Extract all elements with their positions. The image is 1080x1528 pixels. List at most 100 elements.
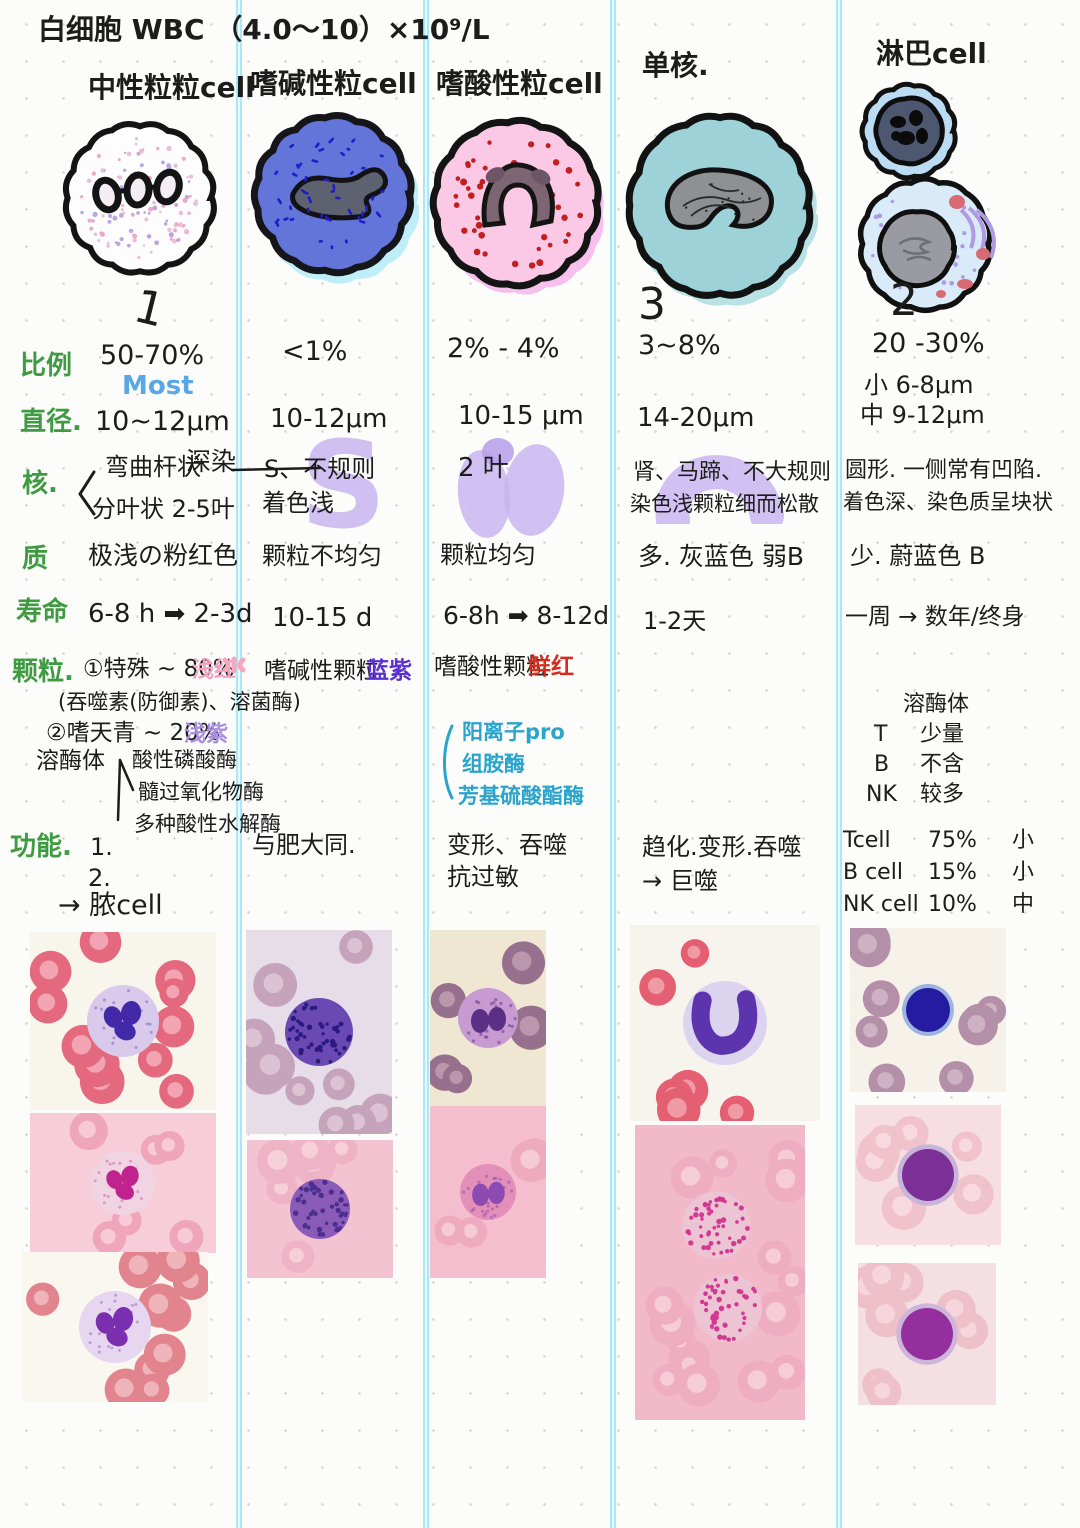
neutrophil-diameter: 10~12μm xyxy=(95,406,230,437)
rank-mark-neutrophil: 1 xyxy=(129,278,171,338)
page-title: 白细胞 WBC （4.0～10）×10⁹/L xyxy=(38,13,490,46)
monocyte-cytoplasm: 多. 灰蓝色 弱B xyxy=(638,542,804,571)
eosinophil-drawing xyxy=(421,103,611,303)
neutrophil-granule-1: ①特殊 ~ 80% xyxy=(83,656,235,682)
bcell-row-name: B cell xyxy=(843,860,903,885)
rank-mark-lymphocyte: 2 xyxy=(890,275,918,326)
eosinophil-function-2: 抗过敏 xyxy=(447,863,519,891)
nkcell-row-size: 中 xyxy=(1012,892,1035,917)
column-header-eosinophil: 嗜酸性粒cell xyxy=(436,67,603,100)
neutrophil-nucleus-line2: 分叶状 2-5叶 xyxy=(92,495,235,523)
neutrophil-nucleus-note: 深染 xyxy=(186,447,237,476)
lymphocyte-nucleus-line1: 圆形. 一侧常有凹陷. xyxy=(845,458,1042,483)
micrograph-monocyte-1 xyxy=(630,925,820,1121)
eosinophil-enzyme-1: 阳离子pro xyxy=(462,720,565,744)
micrograph-neutrophil-3 xyxy=(22,1252,208,1402)
monocyte-function-2: → 巨噬 xyxy=(642,867,718,895)
lysosome-row-t-val: 少量 xyxy=(920,722,965,747)
monocyte-nucleus-line2: 染色浅颗粒细而松散 xyxy=(630,492,819,516)
lymphocyte-nucleus-line2: 着色深、染色质呈块状 xyxy=(843,490,1053,514)
neutrophil-function-2: 2. xyxy=(88,864,111,892)
eosinophil-lobes-highlight xyxy=(452,436,568,540)
eosinophil-function-1: 变形、吞噬 xyxy=(447,831,567,859)
lymphocyte-cytoplasm: 少. 蔚蓝色 B xyxy=(850,542,986,570)
eosinophil-enzyme-2: 组胺酶 xyxy=(462,752,525,776)
eosinophil-enzyme-3: 芳基硫酸酯酶 xyxy=(458,784,584,808)
monocyte-lifespan: 1-2天 xyxy=(643,607,707,635)
basophil-nucleus-highlight: S xyxy=(300,417,387,556)
rank-mark-monocyte: 3 xyxy=(638,279,666,330)
micrograph-eosinophil-1 xyxy=(430,930,546,1106)
row-label-diameter: 直径. xyxy=(20,407,82,437)
bcell-row-size: 小 xyxy=(1012,860,1035,885)
lysosome-row-t-key: T xyxy=(874,722,888,747)
monocyte-ratio: 3~8% xyxy=(638,330,721,361)
neutrophil-enzyme-2: 髓过氧化物酶 xyxy=(138,780,264,804)
lymphocyte-granules-title: 溶酶体 xyxy=(903,692,970,717)
neutrophil-drawing xyxy=(55,103,225,288)
lysosome-row-nk-key: NK xyxy=(866,782,897,807)
lysosome-row-nk-val: 较多 xyxy=(920,782,965,807)
micrograph-lymphocyte-1 xyxy=(850,928,1006,1092)
monocyte-function-1: 趋化.变形.吞噬 xyxy=(642,833,802,861)
column-header-monocyte: 单核. xyxy=(642,49,709,82)
micrograph-monocyte-2 xyxy=(635,1125,805,1420)
neutrophil-granule-3-tag: 浅紫 xyxy=(184,722,229,747)
basophil-lifespan: 10-15 d xyxy=(272,603,373,633)
column-divider xyxy=(836,0,842,1528)
micrograph-neutrophil-2 xyxy=(30,1113,216,1253)
micrograph-lymphocyte-3 xyxy=(858,1263,996,1405)
lymphocyte-ratio: 20 -30% xyxy=(872,328,985,359)
eosinophil-lifespan: 6-8h ➡ 8-12d xyxy=(443,601,610,630)
lymphocyte-small-drawing xyxy=(852,76,967,186)
neutrophil-granule-2: (吞噬素(防御素)、溶菌酶) xyxy=(58,690,301,714)
basophil-nucleus-line2: 着色浅 xyxy=(262,489,334,517)
neutrophil-ratio: 50-70% xyxy=(100,340,205,371)
column-divider xyxy=(610,0,616,1528)
neutrophil-function-1: 1. xyxy=(90,833,113,861)
tcell-row-size: 小 xyxy=(1012,828,1035,853)
column-header-lymphocyte: 淋巴cell xyxy=(876,37,987,70)
neutrophil-cytoplasm: 极浅の粉红色 xyxy=(88,541,239,570)
column-divider xyxy=(423,0,429,1528)
row-label-nucleus: 核. xyxy=(22,469,58,499)
micrograph-lymphocyte-2 xyxy=(855,1105,1001,1245)
neutrophil-granule-3: ②嗜天青 ~ 20% xyxy=(46,720,221,746)
lymphocyte-large-drawing xyxy=(845,166,1005,321)
neutrophil-lifespan: 6-8 h ➡ 2-3d xyxy=(88,599,253,629)
neutrophil-granule-4: 溶酶体 xyxy=(36,748,105,774)
row-label-cytoplasm: 质 xyxy=(22,544,49,574)
row-label-granules: 颗粒. xyxy=(12,657,74,687)
row-label-function: 功能. xyxy=(10,832,72,862)
micrograph-eosinophil-2 xyxy=(430,1106,546,1278)
basophil-nucleus-line1: S、不规则 xyxy=(264,455,376,483)
basophil-diameter: 10-12μm xyxy=(270,404,388,434)
basophil-drawing xyxy=(241,98,426,293)
row-label-ratio: 比例 xyxy=(20,351,73,381)
eosinophil-nucleus: 2 叶 xyxy=(458,453,509,483)
column-divider xyxy=(236,0,242,1528)
monocyte-nucleus-line1: 肾、马蹄、不大规则 xyxy=(633,460,832,485)
basophil-granules: 嗜碱性颗粒 xyxy=(264,658,379,684)
bcell-row-pct: 15% xyxy=(928,860,977,885)
column-header-basophil: 嗜碱性粒cell xyxy=(250,67,417,100)
tcell-row-pct: 75% xyxy=(928,828,977,853)
basophil-ratio: <1% xyxy=(282,336,348,367)
micrograph-basophil-2 xyxy=(247,1140,393,1278)
basophil-granules-tag: 蓝紫 xyxy=(366,658,412,684)
nkcell-row-pct: 10% xyxy=(928,892,977,917)
neutrophil-enzyme-3: 多种酸性水解酶 xyxy=(134,812,281,836)
lymphocyte-diameter-small: 小 6-8μm xyxy=(864,371,974,399)
eosinophil-diameter: 10-15 μm xyxy=(458,401,584,431)
nkcell-row-name: NK cell xyxy=(843,892,919,917)
column-header-neutrophil: 中性粒粒cell xyxy=(88,71,255,104)
monocyte-diameter: 14-20μm xyxy=(637,403,755,433)
pink-bow-doodle xyxy=(222,656,248,674)
basophil-function: 与肥大同. xyxy=(252,831,356,859)
monocyte-drawing xyxy=(613,106,828,311)
neutrophil-ratio-note: Most xyxy=(122,371,194,401)
micrograph-basophil-1 xyxy=(246,930,392,1134)
lysosome-row-b-key: B xyxy=(874,752,890,777)
row-label-lifespan: 寿命 xyxy=(16,597,69,627)
